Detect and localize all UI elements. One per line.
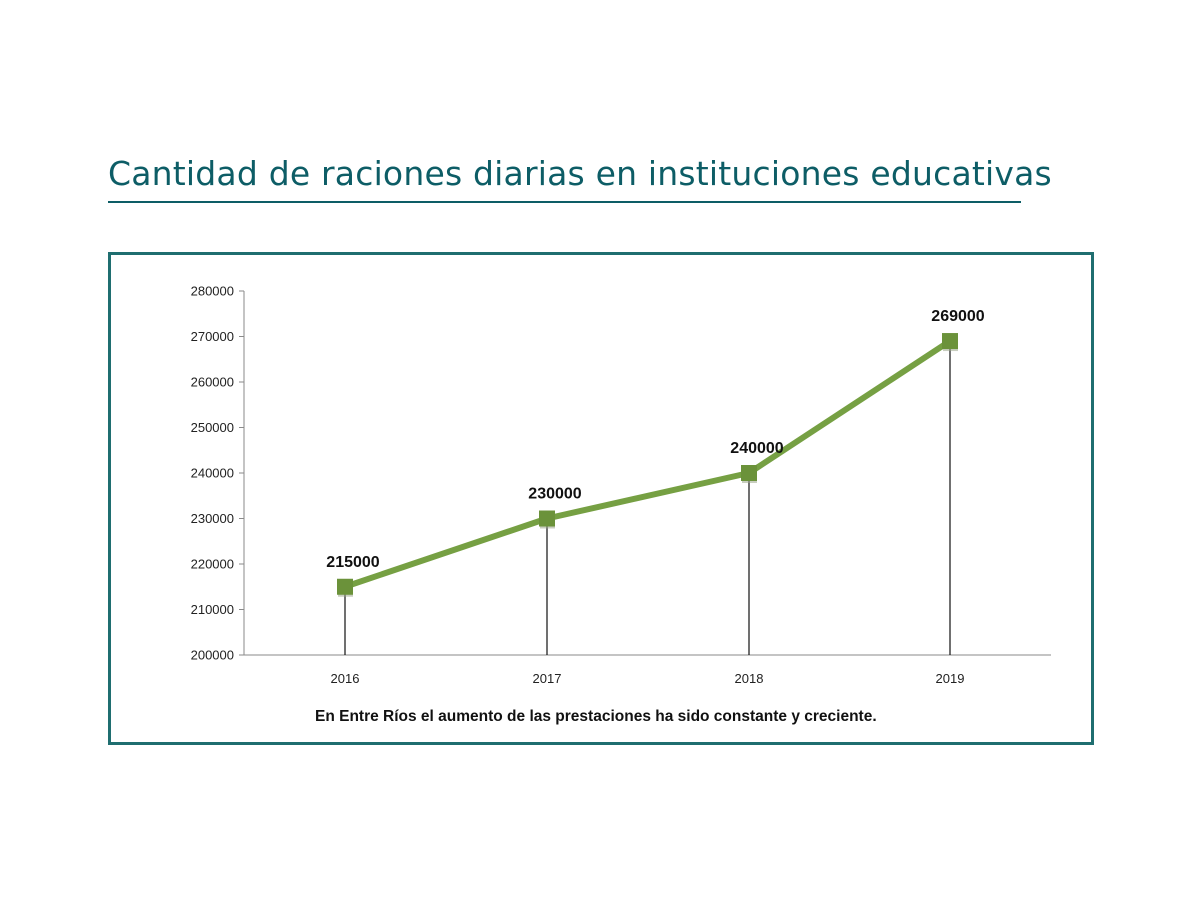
y-tick-label: 250000: [191, 420, 234, 435]
markers: [337, 333, 958, 597]
data-label: 240000: [730, 440, 783, 457]
y-axis: 200000 210000 220000 230000 240000 250000 2600…: [191, 284, 245, 663]
y-tick-label: 220000: [191, 557, 234, 572]
x-tick-label: 2018: [735, 671, 764, 686]
chart-caption: En Entre Ríos el aumento de las prestaci…: [315, 708, 877, 725]
drop-lines: [344, 341, 951, 655]
y-tick-label: 270000: [191, 329, 234, 344]
line-chart: 200000 210000 220000 230000 240000 250000 2600…: [191, 284, 1051, 725]
data-point-marker: [942, 333, 958, 350]
data-label: 269000: [931, 308, 984, 325]
series-line: [342, 338, 953, 590]
y-tick-label: 280000: [191, 284, 234, 299]
x-tick-label: 2016: [331, 671, 360, 686]
data-point-marker: [337, 578, 353, 595]
x-tick-label: 2019: [936, 671, 965, 686]
data-labels: 215000 230000 240000 269000: [326, 308, 984, 571]
data-label: 230000: [528, 486, 581, 503]
y-tick-label: 260000: [191, 375, 234, 390]
chart-frame: 200000 210000 220000 230000 240000 250000 2600…: [108, 252, 1094, 745]
y-tick-label: 230000: [191, 511, 234, 526]
y-tick-label: 200000: [191, 648, 234, 663]
page-title: Cantidad de raciones diarias en instituc…: [108, 154, 1052, 193]
data-point-marker: [741, 465, 757, 481]
x-axis: 2016 2017 2018 2019: [244, 654, 1051, 686]
y-tick-label: 240000: [191, 466, 234, 481]
series-line-group: [342, 338, 953, 590]
x-tick-label: 2017: [533, 671, 562, 686]
data-point-marker: [539, 510, 555, 527]
y-tick-label: 210000: [191, 602, 234, 617]
data-label: 215000: [326, 554, 379, 571]
title-underline: [108, 201, 1021, 203]
